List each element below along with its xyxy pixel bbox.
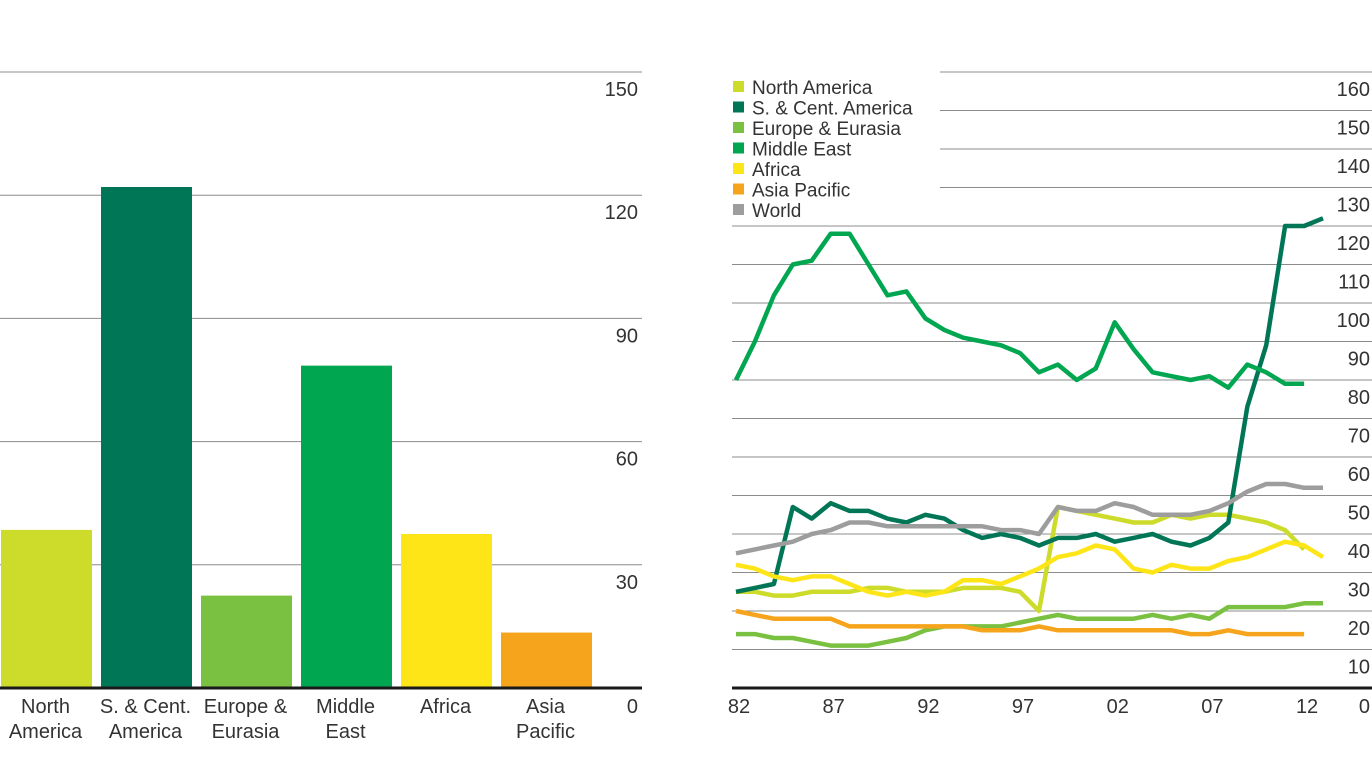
legend-label: Middle East (752, 140, 852, 161)
bar (1, 529, 92, 688)
line-y-tick-label: 130 (1337, 195, 1370, 217)
bar (401, 534, 492, 688)
bar-category-label: Africa (420, 696, 472, 718)
series-line (736, 601, 1323, 648)
bar-y-tick-label: 60 (616, 449, 638, 471)
line-x-tick-label: 87 (823, 696, 845, 718)
line-y-tick-label: 160 (1337, 79, 1370, 101)
bar-category-label: Asia (526, 696, 566, 718)
bar (301, 365, 392, 688)
line-y-tick-label: 30 (1348, 580, 1370, 602)
series-line (735, 481, 1323, 556)
bar-category-label: Europe & (204, 696, 288, 718)
line-x-tick-label: 97 (1012, 696, 1034, 718)
line-y-tick-label: 70 (1348, 426, 1370, 448)
bar-y-tick-label: 90 (616, 325, 638, 347)
series-line (735, 608, 1305, 637)
legend-swatch (733, 81, 744, 92)
bar (501, 632, 592, 688)
bar-category-label: America (109, 721, 183, 743)
bar-y-tick-label: 120 (605, 202, 638, 224)
series-line (735, 539, 1325, 598)
bar-category-label: East (325, 721, 365, 743)
legend-label: S. & Cent. America (752, 99, 913, 120)
bar-y-tick-label: 150 (605, 79, 638, 101)
legend-swatch (733, 204, 744, 215)
legend-swatch (733, 142, 744, 154)
line-x-tick-label: 92 (917, 696, 939, 718)
bar-category-label: America (9, 721, 83, 743)
bar-y-tick-label: 30 (616, 572, 638, 594)
bar-category-label: S. & Cent. (100, 696, 191, 718)
legend-label: Asia Pacific (752, 181, 850, 202)
line-y-tick-label: 90 (1348, 349, 1370, 371)
line-x-tick-label: 82 (728, 696, 750, 718)
line-y-tick-label: 40 (1348, 541, 1370, 563)
line-x-tick-label: 07 (1201, 696, 1223, 718)
line-y-tick-label: 0 (1359, 696, 1370, 718)
line-y-tick-label: 140 (1337, 156, 1370, 178)
line-y-tick-label: 80 (1348, 387, 1370, 409)
line-chart-panel: 0 10 20 30 40 50 60 70 80 90 100 110 120 130 140 150 160… (728, 71, 1372, 718)
line-x-tick-label: 02 (1107, 696, 1129, 718)
legend-swatch (733, 163, 744, 174)
legend-label: Europe & Eurasia (752, 119, 901, 140)
line-y-tick-label: 20 (1348, 618, 1370, 640)
legend-label: North America (752, 78, 873, 99)
line-y-tick-label: 110 (1338, 272, 1370, 294)
series-line (736, 504, 1306, 614)
bar-category-label: Eurasia (212, 721, 281, 743)
bar (201, 595, 292, 688)
bar (101, 186, 192, 688)
series-line (733, 231, 1305, 390)
line-y-tick-label: 100 (1337, 310, 1370, 332)
bar-category-label: Middle (316, 696, 375, 718)
line-y-tick-label: 60 (1348, 464, 1370, 486)
bar-chart-panel: 0 30 60 90 120 150 North America S. & Cent. Ameri… (0, 71, 642, 743)
legend-label: World (752, 201, 801, 222)
legend-swatch (733, 183, 744, 195)
line-x-tick-label: 12 (1296, 696, 1318, 718)
series-line (735, 216, 1324, 595)
legend-label: Africa (752, 160, 801, 181)
legend-swatch (733, 122, 744, 133)
line-y-tick-label: 50 (1348, 503, 1370, 525)
line-y-tick-label: 150 (1337, 118, 1370, 140)
bar-category-label: North (21, 696, 70, 718)
bar-y-tick-label: 0 (627, 696, 638, 718)
bar-category-label: Pacific (516, 721, 575, 743)
line-y-tick-label: 120 (1337, 233, 1370, 255)
legend-swatch (733, 101, 744, 113)
line-y-tick-label: 10 (1348, 657, 1370, 679)
